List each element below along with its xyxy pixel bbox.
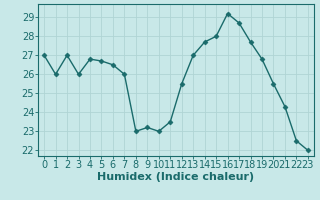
X-axis label: Humidex (Indice chaleur): Humidex (Indice chaleur) <box>97 172 255 182</box>
